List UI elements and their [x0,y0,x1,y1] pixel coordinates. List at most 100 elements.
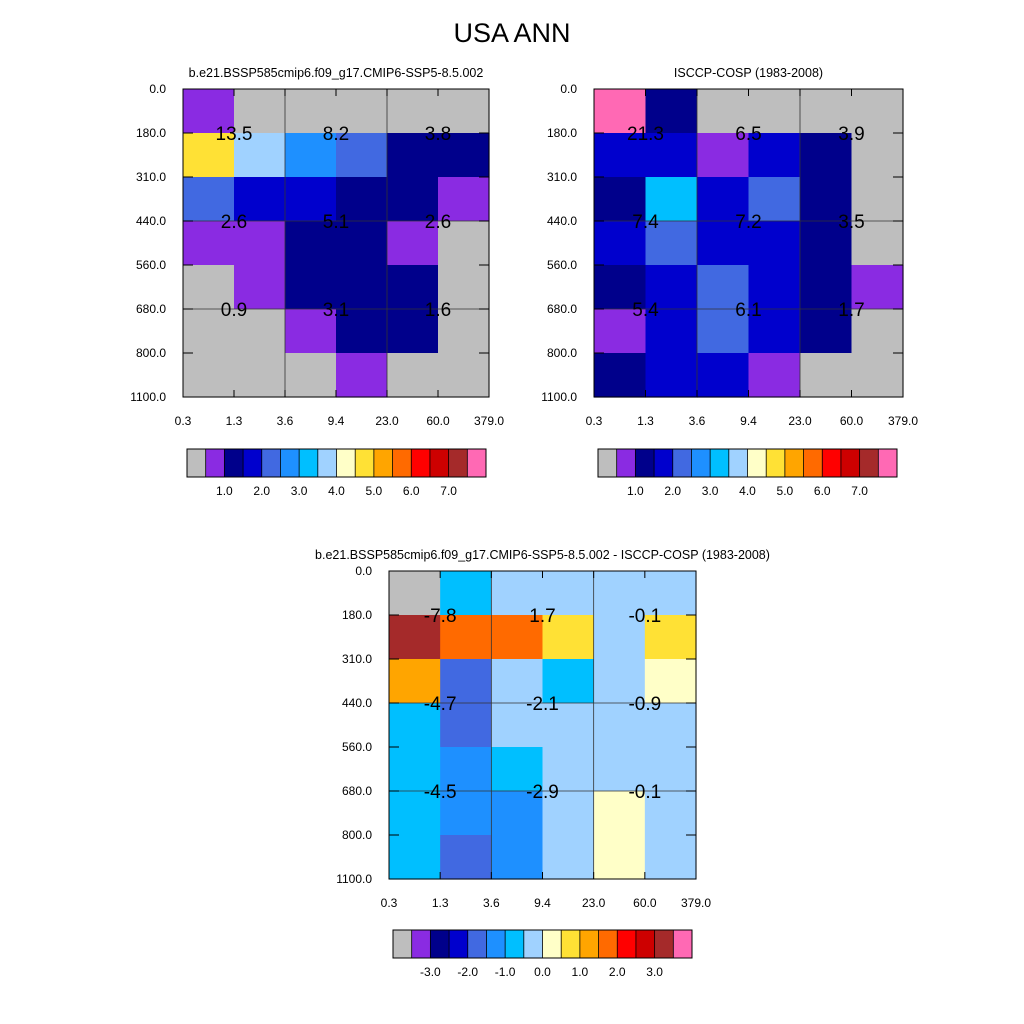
cell-value-label: 3.9 [838,124,864,145]
heatmap-cell [387,89,439,134]
x-tick-label: 1.3 [226,414,243,428]
heatmap-cell [594,133,647,178]
colorbar-swatch [467,930,487,958]
colorbar: -3.0 -2.0 -1.0 0.0 1.0 2.0 3.0 [392,929,693,979]
cell-value-label: -7.8 [424,606,457,627]
y-tick-label: 800.0 [547,346,577,360]
colorbar-swatch [449,930,469,958]
heatmap-cell [800,89,853,134]
heatmap-cell [438,177,490,222]
colorbar-swatch [467,449,487,477]
heatmap-cell [183,177,235,222]
colorbar-label: 7.0 [851,484,868,498]
cell-value-label: -0.9 [628,694,661,715]
colorbar-swatch [355,449,375,477]
heatmap-cell [645,177,698,222]
heatmap-cell [851,353,904,398]
y-tick-label: 1100.0 [336,872,372,886]
heatmap-cell [387,133,439,178]
y-tick-label: 1100.0 [541,390,577,404]
y-tick-label: 680.0 [547,302,577,316]
heatmap-cell [438,265,490,310]
colorbar-label: -1.0 [495,965,516,979]
x-tick-label: 60.0 [840,414,864,428]
cell-value-label: -2.1 [526,694,559,715]
colorbar-frame [597,448,898,478]
heatmap-cell [645,265,698,310]
colorbar-swatch [635,930,656,958]
colorbar-swatch [542,930,562,958]
heatmap-cell [697,265,750,310]
heatmap-cell [697,89,750,134]
heatmap-cell [594,177,647,222]
colorbar-label: -3.0 [420,965,441,979]
heatmap-cell [389,571,441,616]
y-tick-label: 680.0 [136,302,166,316]
colorbar-label: 1.0 [216,484,233,498]
heatmap-cell [183,89,235,134]
colorbar-swatch [747,449,767,477]
heatmap-cell [336,177,388,222]
y-tick-label: 680.0 [342,784,372,798]
heatmap-cell [594,309,647,354]
heatmap-cell [440,571,492,616]
heatmap-cell [438,309,490,354]
colorbar-swatch [280,449,300,477]
colorbar-swatch [336,449,356,477]
colorbar-swatch [672,449,692,477]
colorbar-swatch [635,449,655,477]
x-tick-label: 23.0 [375,414,399,428]
heatmap-cell [285,265,337,310]
heatmap-cell [491,835,544,880]
heatmap-cell [183,353,235,398]
colorbar-label: 4.0 [328,484,345,498]
heatmap-cell [336,353,388,398]
x-tick-label: 1.3 [637,414,654,428]
x-tick-label: 3.6 [483,896,500,910]
heatmap-cell [697,353,750,398]
cell-value-label: -2.9 [526,782,559,803]
colorbar-swatch [243,449,263,477]
cell-value-label: -0.1 [628,782,661,803]
heatmap-cell [800,309,853,354]
y-tick-label: 310.0 [547,170,577,184]
colorbar-swatch [429,449,450,477]
colorbar-swatch [392,449,412,477]
x-tick-label: 9.4 [328,414,345,428]
colorbar-frame [186,448,487,478]
heatmap-cell [644,571,697,616]
colorbar-swatch [598,449,618,477]
heatmap-cell [748,133,801,178]
heatmap-cell [285,353,337,398]
heatmap-cell [748,353,801,398]
heatmap-cell [389,791,441,836]
x-tick-label: 379.0 [888,414,918,428]
colorbar-label: 3.0 [291,484,308,498]
colorbar-label: 2.0 [609,965,626,979]
y-tick-label: 800.0 [136,346,166,360]
heatmap-cell [644,659,697,704]
heatmap-cell [440,659,492,704]
heatmap-cell [644,615,697,660]
heatmap-cell [438,89,490,134]
cell-value-label: 3.8 [425,124,451,145]
heatmap-cell [234,133,286,178]
heatmap-cell [491,659,544,704]
colorbar-swatch [317,449,337,477]
heatmap-cell [387,265,439,310]
heatmap-panel-2: ISCCP-COSP (1983-2008) 0.3 1.3 3.6 9.4 23.0 60… [541,66,918,498]
colorbar-label: 6.0 [814,484,831,498]
x-tick-label: 60.0 [633,896,657,910]
heatmap-cell [593,835,646,880]
heatmap-panel-1: b.e21.BSSP585cmip6.f09_g17.CMIP6-SSP5-8.… [130,66,504,498]
y-tick-label: 560.0 [547,258,577,272]
colorbar-label: 2.0 [664,484,681,498]
heatmap-cell [389,703,441,748]
heatmap-cell [542,835,595,880]
heatmap-cell [336,309,388,354]
y-tick-label: 800.0 [342,828,372,842]
y-tick-label: 0.0 [355,564,372,578]
cell-value-label: 2.6 [425,212,451,233]
heatmap-cell [234,353,286,398]
colorbar-label: 1.0 [627,484,644,498]
